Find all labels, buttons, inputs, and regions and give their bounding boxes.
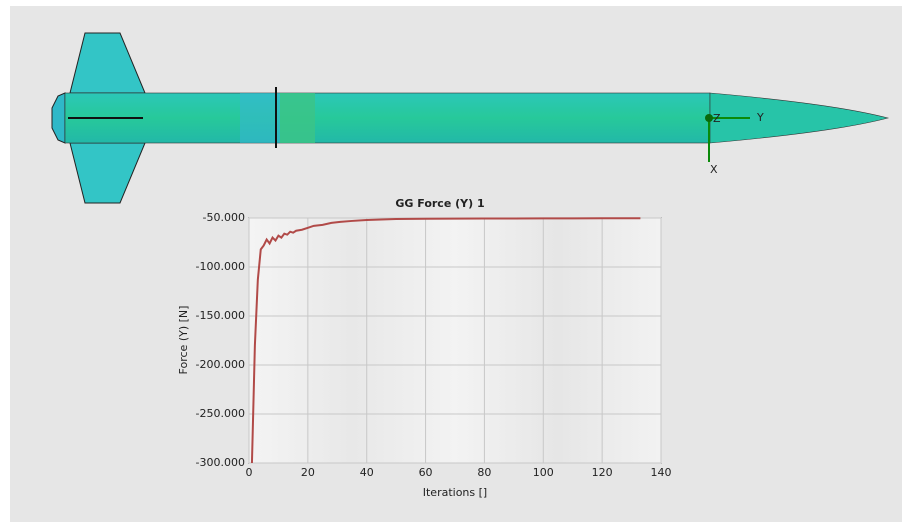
x-axis-label: Iterations [] (423, 486, 487, 499)
x-tick-label: 40 (360, 466, 374, 479)
triad-label: Y (756, 111, 764, 124)
fuselage (65, 93, 710, 143)
x-tick-label: 0 (246, 466, 253, 479)
y-tick-label: -150.000 (196, 309, 245, 322)
triad-label: X (710, 163, 718, 176)
x-tick-label: 60 (419, 466, 433, 479)
x-tick-label: 100 (533, 466, 554, 479)
y-tick-label: -300.000 (196, 456, 245, 469)
screen: Y Z X GG Force (Y) 1 Iterations [] Force… (0, 0, 902, 525)
y-tick-label: -250.000 (196, 407, 245, 420)
triad-label: Z (713, 112, 721, 125)
y-axis-label: Force (Y) [N] (177, 306, 190, 375)
chart-title: GG Force (Y) 1 (395, 197, 484, 210)
x-tick-label: 140 (651, 466, 672, 479)
triad-origin (705, 114, 713, 122)
x-tick-label: 80 (477, 466, 491, 479)
y-tick-label: -200.000 (196, 358, 245, 371)
x-tick-label: 20 (301, 466, 315, 479)
x-tick-label: 120 (592, 466, 613, 479)
y-tick-label: -100.000 (196, 260, 245, 273)
region (280, 93, 315, 143)
page: Y Z X GG Force (Y) 1 Iterations [] Force… (0, 0, 902, 525)
y-tick-label: -50.000 (203, 211, 245, 224)
plot-area (249, 218, 661, 463)
